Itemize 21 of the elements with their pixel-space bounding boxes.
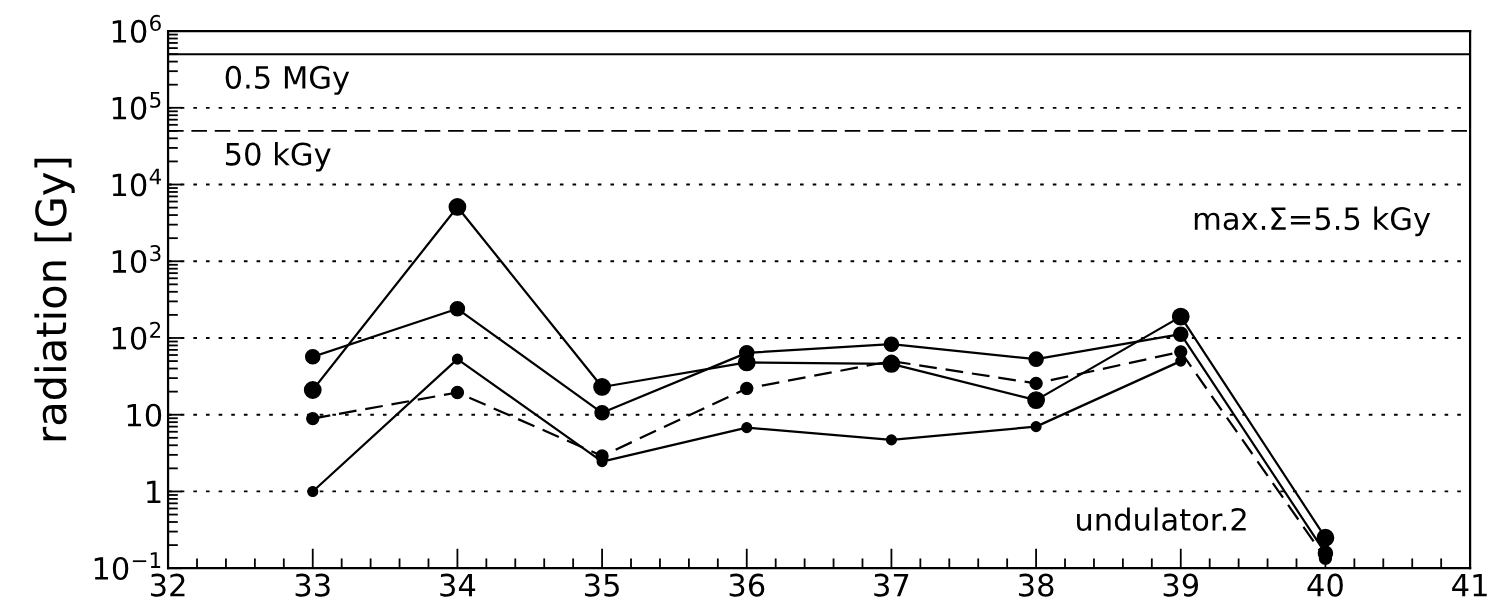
y-axis-title: radiation [Gy]: [34, 158, 75, 441]
x-tick-label: 37: [874, 573, 909, 597]
y-tick-label: 10$^{3}$: [112, 245, 161, 274]
ref-line-label: 50 kGy: [225, 142, 331, 172]
y-tick-label: 10$^{4}$: [112, 168, 162, 197]
x-tick-label: 41: [1452, 574, 1487, 597]
x-tick-label: 36: [729, 573, 765, 597]
x-tick-label: 38: [1018, 573, 1054, 597]
annotation: undulator.2: [1077, 507, 1246, 532]
annotation: max.Σ=5.5 kGy: [1194, 206, 1431, 237]
x-tick-label: 39: [1163, 573, 1199, 597]
x-tick-label: 35: [584, 573, 619, 597]
x-tick-label: 40: [1307, 573, 1343, 597]
x-tick-label: 33: [295, 573, 330, 597]
ref-line-label: 0.5 MGy: [225, 65, 350, 95]
y-tick-label: 10$^{2}$: [112, 321, 161, 350]
x-tick-label: 34: [440, 573, 476, 597]
y-tick-label: 10$^{6}$: [112, 14, 161, 43]
y-tick-label: 10$^{5}$: [112, 91, 161, 120]
y-tick-label: 1: [147, 480, 161, 504]
y-tick-label: 10: [127, 403, 162, 427]
